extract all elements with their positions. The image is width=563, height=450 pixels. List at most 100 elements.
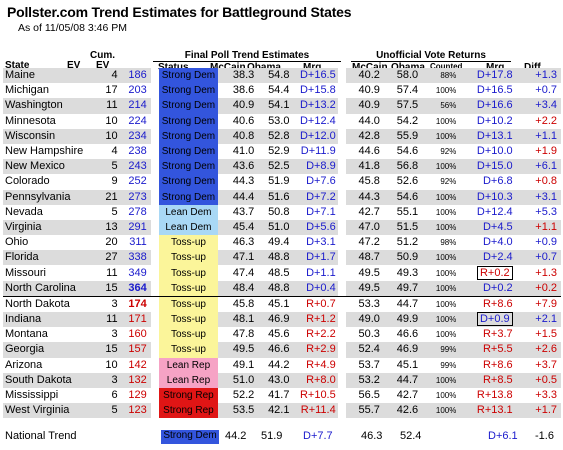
- vote-obama: 55.1: [396, 205, 419, 218]
- state-name: Mississippi: [5, 389, 59, 402]
- poll-mccain: 40.6: [232, 114, 255, 127]
- header-status: Status: [158, 62, 189, 73]
- diff-value: +5.3: [535, 205, 557, 218]
- diff-value: +7.9: [514, 295, 561, 312]
- vote-margin: R+8.5: [456, 372, 515, 388]
- vote-counted: 100%: [418, 219, 457, 236]
- diff-value: +2.6: [514, 342, 561, 358]
- electoral-votes: 3: [83, 372, 118, 388]
- poll-mccain: 45.4: [218, 219, 255, 236]
- cumulative-ev: 132: [117, 372, 151, 388]
- vote-obama: 45.1: [396, 358, 419, 371]
- electoral-votes: 11: [83, 312, 118, 328]
- poll-obama: 52.5: [254, 159, 290, 175]
- vote-counted: 100%: [418, 312, 457, 328]
- vote-margin: R+3.7: [482, 328, 513, 341]
- spacer: [151, 190, 159, 205]
- poll-mccain: 38.6: [232, 84, 255, 97]
- poll-mccain: 43.6: [218, 159, 255, 175]
- poll-mccain: 53.5: [218, 403, 255, 419]
- poll-obama: 54.4: [268, 84, 290, 97]
- vote-counted: 92%: [440, 177, 457, 187]
- poll-mccain: 47.8: [232, 328, 255, 341]
- spacer: [151, 235, 159, 250]
- table-row: West Virginia 5 123 Strong Rep 53.5 42.1 R+11.…: [3, 403, 561, 419]
- vote-margin: D+16.5: [476, 84, 513, 97]
- electoral-votes: 10: [105, 358, 118, 371]
- status-badge: Toss-up: [158, 235, 219, 251]
- state-name: West Virginia: [3, 403, 84, 419]
- table-row: Arizona 10 142 Lean Rep 49.1 44.2 R+4.9 53.7 45.…: [3, 357, 561, 373]
- national-vote-margin: D+6.1: [488, 430, 518, 442]
- poll-obama: 51.9: [268, 175, 290, 188]
- vote-obama: 46.6: [396, 328, 419, 341]
- vote-margin: D+12.4: [476, 205, 513, 218]
- electoral-votes: 6: [111, 389, 118, 402]
- vote-margin-flip-box: R+0.2: [476, 265, 513, 280]
- spacer: [151, 373, 159, 388]
- vote-counted: 100%: [418, 128, 457, 144]
- state-name: South Dakota: [3, 372, 84, 388]
- electoral-votes: 13: [83, 219, 118, 236]
- spacer: [338, 388, 346, 403]
- spacer: [151, 144, 159, 159]
- header-mrg: Mrg: [303, 62, 321, 73]
- vote-mccain: 56.5: [358, 389, 380, 402]
- poll-mccain: 44.3: [232, 175, 255, 188]
- poll-margin: R+0.7: [289, 295, 338, 312]
- status-badge: Lean Dem: [158, 204, 219, 220]
- table-row: Wisconsin 10 234 Strong Dem 40.8 52.8 D+12.0 42…: [3, 128, 561, 144]
- header-obama: Obama: [247, 62, 281, 73]
- electoral-votes: 20: [105, 236, 118, 249]
- cumulative-ev: 338: [117, 250, 151, 266]
- diff-value: +0.5: [514, 372, 561, 388]
- vote-margin: D+13.1: [456, 128, 515, 144]
- vote-mccain: 44.0: [358, 114, 380, 127]
- poll-obama: 54.1: [254, 98, 290, 114]
- table-row: New Hampshire 4 238 Strong Dem 41.0 52.9 D+11.…: [3, 143, 561, 160]
- poll-mccain: 45.8: [218, 295, 255, 312]
- table-row: Georgia 15 157 Toss-up 49.5 46.6 R+2.9 52.4 46.9…: [3, 342, 561, 358]
- vote-counted: 98%: [440, 238, 457, 248]
- poll-margin: D+13.2: [289, 98, 338, 114]
- spacer: [151, 205, 159, 220]
- vote-margin: R+5.5: [456, 342, 515, 358]
- poll-mccain: 46.3: [232, 236, 255, 249]
- diff-value: +0.2: [514, 280, 561, 297]
- diff-value: +2.2: [535, 114, 557, 127]
- national-margin: D+7.7: [303, 430, 333, 442]
- vote-mccain: 42.7: [358, 205, 380, 218]
- state-name: Virginia: [3, 219, 84, 236]
- state-name: New Hampshire: [5, 145, 84, 158]
- status-badge: Strong Dem: [158, 113, 219, 129]
- header-vote-mrg: Mrg: [486, 62, 504, 73]
- poll-obama: 52.8: [254, 128, 290, 144]
- spacer: [151, 68, 159, 83]
- vote-counted: 99%: [440, 360, 457, 370]
- electoral-votes: 3: [111, 328, 118, 341]
- vote-mccain: 47.0: [345, 219, 380, 236]
- vote-margin: D+10.2: [476, 114, 513, 127]
- vote-mccain: 52.4: [345, 342, 380, 358]
- national-obama: 51.9: [261, 430, 283, 442]
- status-badge: Strong Dem: [158, 174, 219, 190]
- table-row: New Mexico 5 243 Strong Dem 43.6 52.5 D+8.9 41.…: [3, 159, 561, 175]
- vote-mccain: 40.9: [345, 98, 380, 114]
- poll-margin: R+4.9: [306, 358, 336, 371]
- cumulative-ev: 214: [117, 98, 151, 114]
- poll-mccain: 43.7: [232, 205, 255, 218]
- diff-value: +1.7: [514, 403, 561, 419]
- diff-value: +3.4: [514, 98, 561, 114]
- spacer: [338, 312, 346, 327]
- state-name: New Mexico: [3, 159, 84, 175]
- header-vote-mccain: McCain: [352, 62, 388, 73]
- vote-mccain: 49.5: [345, 280, 380, 297]
- status-badge: Strong Dem: [158, 68, 219, 84]
- table-row: Florida 27 338 Toss-up 47.1 48.8 D+1.7 48.7 50.9…: [3, 250, 561, 266]
- vote-mccain: 42.8: [345, 128, 380, 144]
- spacer: [337, 295, 346, 312]
- poll-obama: 44.2: [268, 358, 290, 371]
- status-badge: Strong Rep: [158, 403, 219, 419]
- electoral-votes: 5: [83, 403, 118, 419]
- status-badge: Strong Dem: [158, 83, 219, 99]
